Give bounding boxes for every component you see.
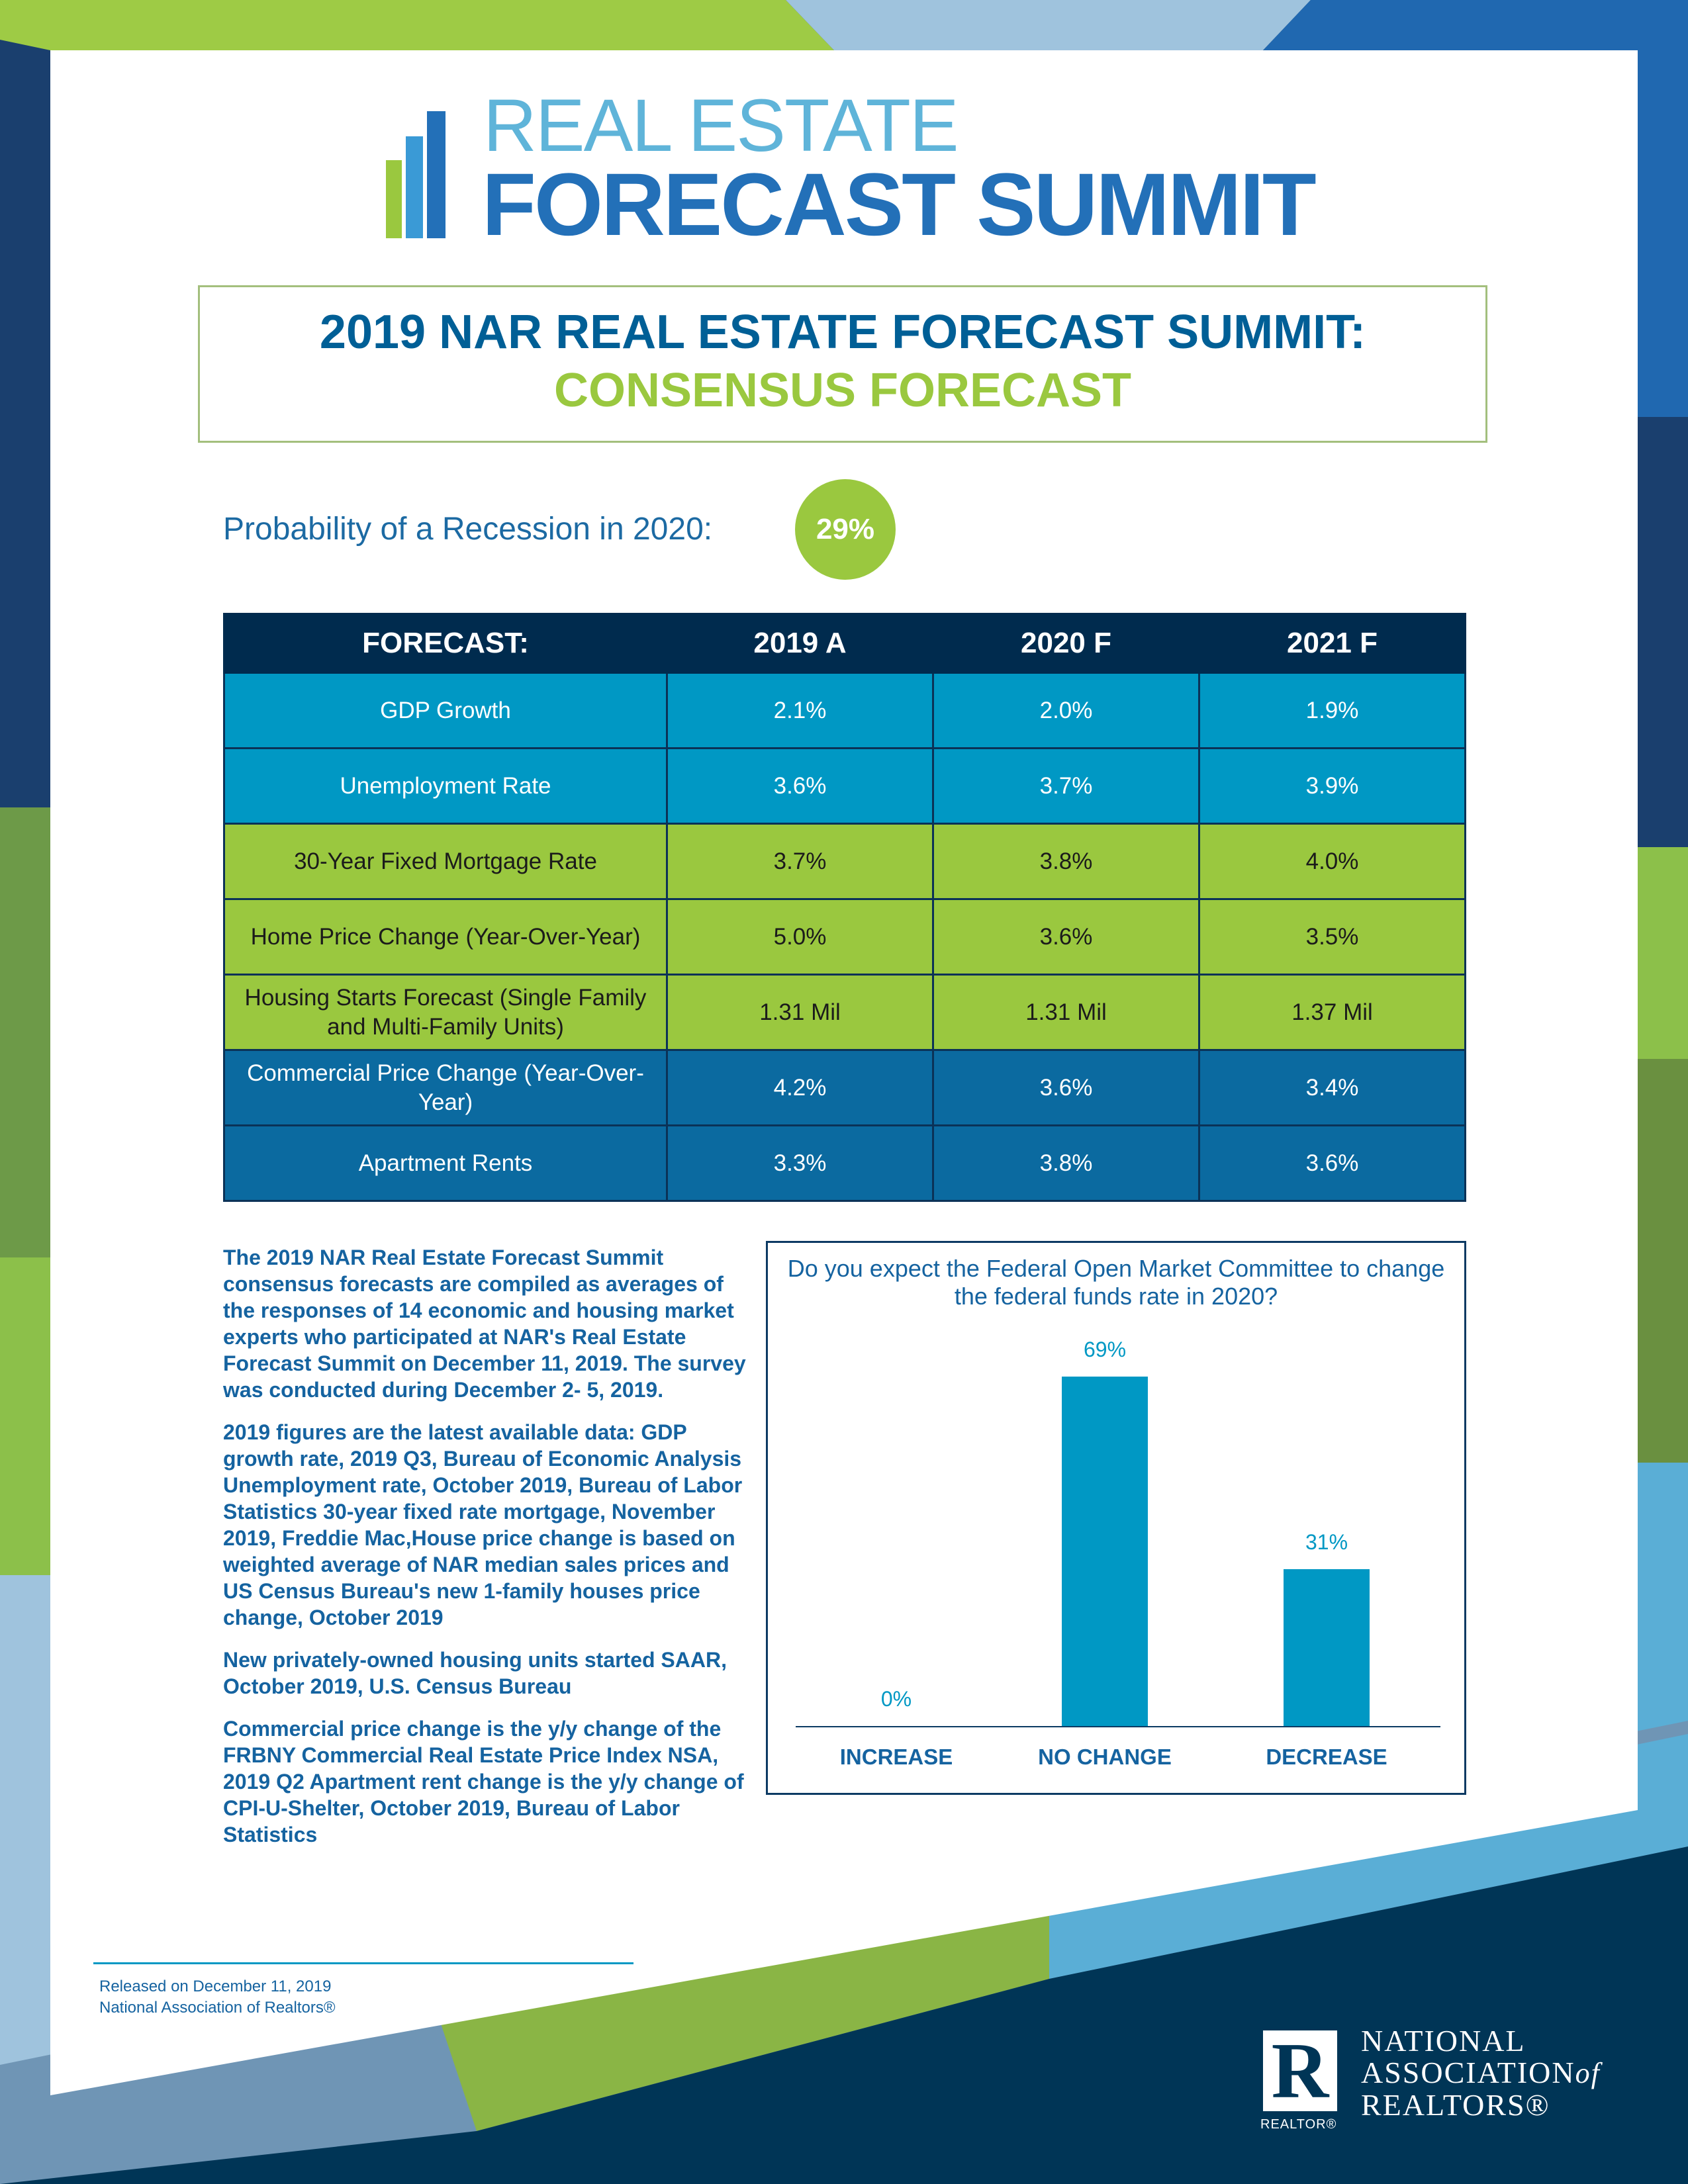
table-cell: 3.7% <box>666 823 934 900</box>
table-row: Apartment Rents 3.3% 3.8% 3.6% <box>223 1124 1466 1202</box>
row-label: Home Price Change (Year-Over-Year) <box>223 898 668 976</box>
logo-bars-icon <box>386 111 445 238</box>
logo-text-real-estate: REAL ESTATE <box>483 84 959 167</box>
nar-logo-text: NATIONAL ASSOCIATIONof REALTORS® <box>1361 2025 1601 2121</box>
table-header: 2020 F <box>932 613 1200 674</box>
table-cell: 4.2% <box>666 1049 934 1126</box>
nar-logo-line: ASSOCIATIONof <box>1361 2057 1601 2089</box>
row-label: 30-Year Fixed Mortgage Rate <box>223 823 668 900</box>
table-cell: 2.1% <box>666 672 934 749</box>
table-cell: 5.0% <box>666 898 934 976</box>
table-cell: 3.6% <box>1198 1124 1466 1202</box>
release-org: National Association of Realtors® <box>99 1999 336 2017</box>
page-subtitle: CONSENSUS FORECAST <box>553 364 1132 417</box>
table-cell: 3.8% <box>932 823 1200 900</box>
chart-bar-no-change <box>1062 1377 1148 1726</box>
chart-data-label: 31% <box>1305 1529 1348 1554</box>
row-label: Apartment Rents <box>223 1124 668 1202</box>
row-label: Unemployment Rate <box>223 747 668 825</box>
release-info: Released on December 11, 2019 National A… <box>99 1976 336 2019</box>
note-paragraph: Commercial price change is the y/y chang… <box>223 1717 744 1846</box>
row-label: Housing Starts Forecast (Single Family a… <box>223 974 668 1051</box>
table-cell: 3.5% <box>1198 898 1466 976</box>
table-row: 30-Year Fixed Mortgage Rate 3.7% 3.8% 4.0% <box>223 823 1466 900</box>
chart-category-label: INCREASE <box>839 1745 953 1769</box>
table-row: Unemployment Rate 3.6% 3.7% 3.9% <box>223 747 1466 825</box>
chart-data-label: 69% <box>1083 1338 1127 1362</box>
table-cell: 3.8% <box>932 1124 1200 1202</box>
row-label: GDP Growth <box>223 672 668 749</box>
fomc-chart: Do you expect the Federal Open Market Co… <box>766 1241 1466 1795</box>
table-header-row: FORECAST: 2019 A 2020 F 2021 F <box>223 613 1466 674</box>
note-paragraph: 2019 figures are the latest available da… <box>223 1420 743 1629</box>
table-cell: 3.9% <box>1198 747 1466 825</box>
chart-category-label: DECREASE <box>1266 1745 1387 1769</box>
nar-logo-of: of <box>1575 2057 1601 2089</box>
table-cell: 1.37 Mil <box>1198 974 1466 1051</box>
table-cell: 3.6% <box>666 747 934 825</box>
table-cell: 3.7% <box>932 747 1200 825</box>
table-row: GDP Growth 2.1% 2.0% 1.9% <box>223 672 1466 749</box>
chart-category-label: NO CHANGE <box>1038 1745 1172 1769</box>
nar-logo-line: REALTORS® <box>1361 2088 1550 2122</box>
nar-logo-line: NATIONAL <box>1361 2024 1526 2058</box>
forecast-table: FORECAST: 2019 A 2020 F 2021 F GDP Growt… <box>223 613 1466 1202</box>
chart-title: Do you expect the Federal Open Market Co… <box>787 1255 1445 1310</box>
footer-divider <box>93 1962 633 1964</box>
nar-logo-word: ASSOCIATION <box>1361 2056 1575 2089</box>
title-box: 2019 NAR REAL ESTATE FORECAST SUMMIT: CO… <box>198 285 1487 443</box>
realtor-r-logo-icon: R <box>1263 2030 1337 2111</box>
table-header: 2019 A <box>666 613 934 674</box>
table-cell: 3.4% <box>1198 1049 1466 1126</box>
table-header: FORECAST: <box>223 613 668 674</box>
recession-probability-badge: 29% <box>795 479 896 580</box>
table-cell: 1.9% <box>1198 672 1466 749</box>
realtor-mark: REALTOR® <box>1260 2117 1337 2132</box>
table-header: 2021 F <box>1198 613 1466 674</box>
recession-probability-label: Probability of a Recession in 2020: <box>223 512 713 547</box>
table-row: Home Price Change (Year-Over-Year) 5.0% 3.… <box>223 898 1466 976</box>
note-paragraph: New privately-owned housing units starte… <box>223 1648 727 1698</box>
table-cell: 2.0% <box>932 672 1200 749</box>
chart-baseline <box>796 1726 1440 1727</box>
table-cell: 3.3% <box>666 1124 934 1202</box>
table-cell: 4.0% <box>1198 823 1466 900</box>
table-cell: 3.6% <box>932 1049 1200 1126</box>
table-row: Housing Starts Forecast (Single Family a… <box>223 974 1466 1051</box>
logo-text-forecast-summit: FORECAST SUMMIT <box>482 156 1317 254</box>
table-row: Commercial Price Change (Year-Over-Year)… <box>223 1049 1466 1126</box>
release-date: Released on December 11, 2019 <box>99 1978 332 1995</box>
methodology-notes: The 2019 NAR Real Estate Forecast Summit… <box>223 1244 746 1864</box>
page-title: 2019 NAR REAL ESTATE FORECAST SUMMIT: <box>319 306 1366 359</box>
table-cell: 3.6% <box>932 898 1200 976</box>
chart-bar-decrease <box>1284 1569 1370 1726</box>
note-paragraph: The 2019 NAR Real Estate Forecast Summit… <box>223 1246 746 1402</box>
table-cell: 1.31 Mil <box>666 974 934 1051</box>
table-cell: 1.31 Mil <box>932 974 1200 1051</box>
row-label: Commercial Price Change (Year-Over-Year) <box>223 1049 668 1126</box>
chart-data-label: 0% <box>880 1687 912 1711</box>
